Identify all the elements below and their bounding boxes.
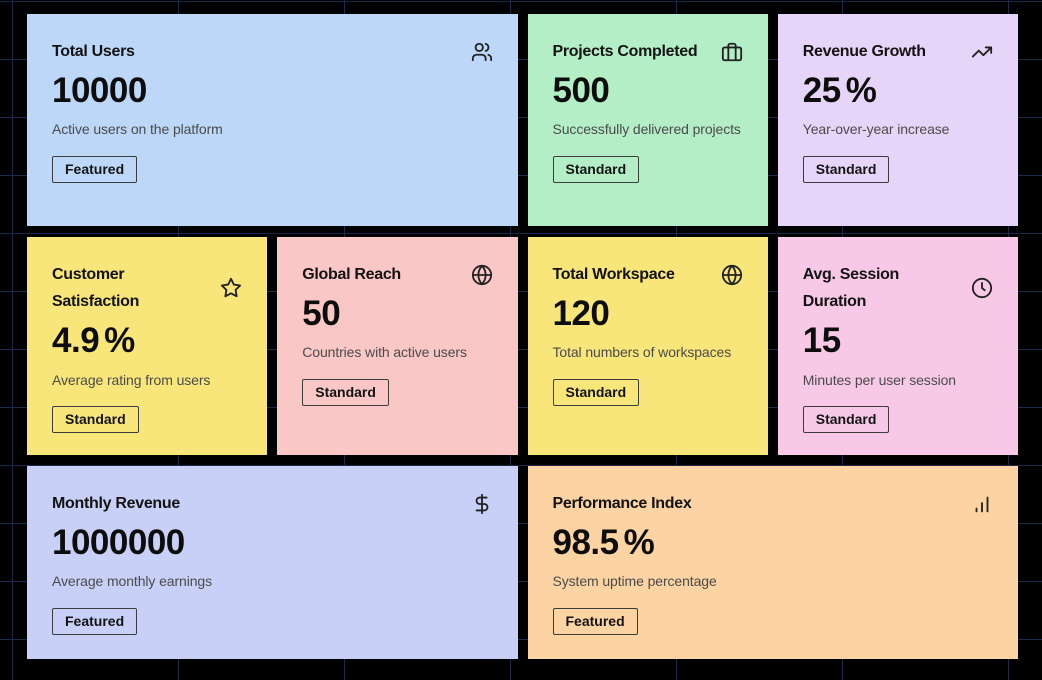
card-value-number: 4.9 bbox=[52, 321, 100, 361]
metric-card-avg-session-duration: Avg. Session Duration 15 Minutes per use… bbox=[777, 237, 1018, 455]
card-value: 25% bbox=[803, 71, 993, 111]
card-badge: Featured bbox=[552, 607, 638, 635]
card-value: 1000000 bbox=[52, 523, 493, 563]
card-value: 10000 bbox=[52, 71, 493, 111]
users-icon bbox=[471, 41, 493, 63]
metric-card-total-workspace: Total Workspace 120 Total numbers of wor… bbox=[527, 237, 768, 455]
card-value-number: 25 bbox=[802, 71, 841, 111]
card-header: Revenue Growth bbox=[803, 38, 993, 65]
card-header: Customer Satisfaction bbox=[52, 261, 242, 315]
card-value: 500 bbox=[553, 71, 743, 111]
trending-up-icon bbox=[971, 41, 993, 63]
card-header: Performance Index bbox=[553, 490, 994, 517]
card-header: Avg. Session Duration bbox=[803, 261, 993, 315]
card-value-number: 1000000 bbox=[52, 523, 185, 563]
metric-card-revenue-growth: Revenue Growth 25% Year-over-year increa… bbox=[777, 14, 1018, 226]
card-value: 98.5% bbox=[553, 523, 994, 563]
card-badge: Standard bbox=[802, 155, 890, 183]
card-badge: Standard bbox=[302, 378, 389, 406]
card-description: Countries with active users bbox=[302, 344, 467, 361]
metric-card-projects-completed: Projects Completed 500 Successfully deli… bbox=[527, 14, 768, 226]
metric-card-customer-satisfaction: Customer Satisfaction 4.9% Average ratin… bbox=[27, 237, 268, 455]
card-title: Total Workspace bbox=[552, 266, 675, 283]
card-badge: Featured bbox=[52, 155, 138, 183]
card-title: Monthly Revenue bbox=[52, 495, 180, 512]
card-value-suffix: % bbox=[845, 71, 877, 111]
card-title: Global Reach bbox=[302, 266, 401, 283]
card-value-number: 98.5 bbox=[552, 523, 620, 563]
card-description: Active users on the platform bbox=[52, 121, 223, 138]
metric-card-monthly-revenue: Monthly Revenue 1000000 Average monthly … bbox=[27, 466, 518, 659]
card-value-number: 15 bbox=[802, 321, 841, 361]
dollar-sign-icon bbox=[471, 493, 493, 515]
card-badge: Standard bbox=[52, 405, 139, 433]
card-header: Projects Completed bbox=[553, 38, 743, 65]
card-header: Total Workspace bbox=[553, 261, 743, 288]
card-title: Customer Satisfaction bbox=[52, 266, 140, 311]
card-badge: Standard bbox=[552, 378, 640, 406]
clock-icon bbox=[971, 277, 993, 299]
globe-icon bbox=[471, 264, 493, 286]
card-value: 4.9% bbox=[52, 321, 242, 361]
card-title: Projects Completed bbox=[552, 43, 698, 60]
card-value-number: 10000 bbox=[52, 71, 147, 111]
card-badge: Standard bbox=[802, 405, 890, 433]
card-description: Total numbers of workspaces bbox=[552, 344, 732, 361]
card-title: Revenue Growth bbox=[802, 43, 926, 60]
card-title: Avg. Session Duration bbox=[802, 266, 900, 311]
card-header: Total Users bbox=[52, 38, 493, 65]
card-value: 50 bbox=[302, 294, 492, 334]
card-description: Successfully delivered projects bbox=[552, 121, 741, 138]
card-value: 15 bbox=[803, 321, 993, 361]
card-description: Year-over-year increase bbox=[802, 121, 950, 138]
card-description: Average monthly earnings bbox=[52, 573, 212, 590]
card-description: Average rating from users bbox=[52, 371, 211, 388]
bar-chart-icon bbox=[971, 493, 993, 515]
card-header: Global Reach bbox=[302, 261, 492, 288]
card-description: Minutes per user session bbox=[802, 371, 956, 388]
card-value-number: 50 bbox=[302, 294, 341, 334]
card-badge: Featured bbox=[52, 607, 138, 635]
card-title: Performance Index bbox=[552, 495, 692, 512]
star-icon bbox=[220, 277, 242, 299]
card-value-suffix: % bbox=[104, 321, 135, 361]
card-value: 120 bbox=[553, 294, 743, 334]
card-value-suffix: % bbox=[623, 523, 655, 563]
metric-card-total-users: Total Users 10000 Active users on the pl… bbox=[27, 14, 518, 226]
metric-card-performance-index: Performance Index 98.5% System uptime pe… bbox=[527, 466, 1018, 659]
briefcase-icon bbox=[721, 41, 743, 63]
card-header: Monthly Revenue bbox=[52, 490, 493, 517]
metric-card-global-reach: Global Reach 50 Countries with active us… bbox=[277, 237, 518, 455]
card-description: System uptime percentage bbox=[552, 573, 717, 590]
card-value-number: 120 bbox=[552, 294, 610, 334]
globe-icon bbox=[721, 264, 743, 286]
card-badge: Standard bbox=[552, 155, 640, 183]
card-value-number: 500 bbox=[552, 71, 610, 111]
card-title: Total Users bbox=[52, 43, 135, 60]
